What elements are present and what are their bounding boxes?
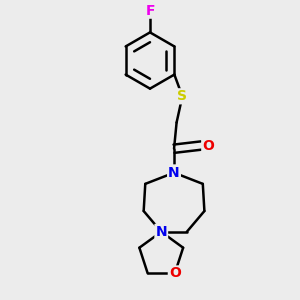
Text: O: O [169, 266, 181, 280]
Text: N: N [168, 166, 180, 180]
Text: N: N [155, 225, 167, 239]
Text: O: O [202, 139, 214, 152]
Text: S: S [177, 89, 187, 103]
Text: F: F [145, 4, 155, 18]
Text: N: N [168, 166, 180, 180]
